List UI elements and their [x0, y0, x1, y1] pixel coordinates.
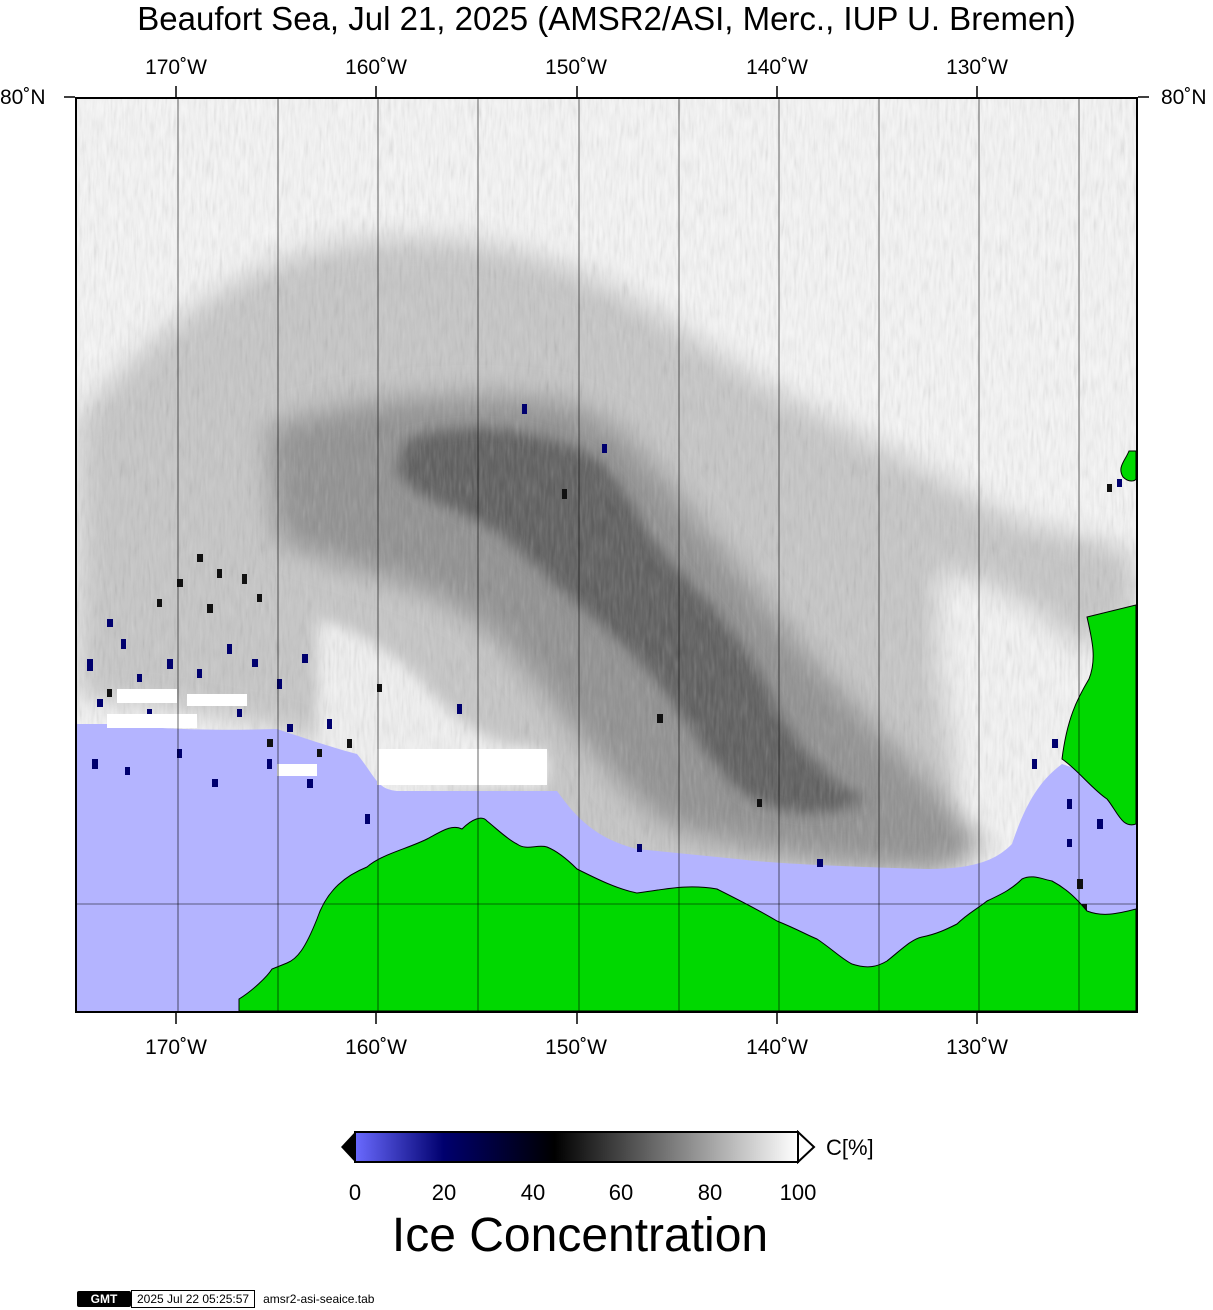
frame-ticks [64, 86, 1149, 1024]
lat-label-right-80n: 80˚N [1161, 86, 1207, 109]
land-prince-patrick-fragment [1120, 450, 1136, 482]
land-alaska [238, 817, 1136, 1011]
lon-label-bottom-160w: 160˚W [345, 1036, 407, 1059]
source-file: amsr2-asi-seaice.tab [263, 1292, 375, 1306]
lon-label-bottom-130w: 130˚W [946, 1036, 1008, 1059]
ice-edge-white-gaps [107, 689, 547, 785]
lon-label-top-160w: 160˚W [345, 56, 407, 79]
map-frame [75, 97, 1138, 1013]
colorbar [341, 1130, 816, 1164]
colorbar-tick-40: 40 [520, 1180, 546, 1205]
colorbar-tick-100: 100 [779, 1180, 817, 1205]
sea-ice-map [77, 99, 1136, 1011]
colorbar-high-arrow [797, 1130, 816, 1164]
colorbar-title: Ice Concentration [391, 1209, 769, 1262]
lon-label-bottom-170w: 170˚W [145, 1036, 207, 1059]
gmt-logo: GMT [77, 1291, 131, 1307]
colorbar-low-arrow [341, 1132, 355, 1162]
ice-edge-speckles [87, 404, 1122, 867]
lon-label-bottom-150w: 150˚W [545, 1036, 607, 1059]
lon-label-bottom-140w: 140˚W [746, 1036, 808, 1059]
lon-label-top-140w: 140˚W [746, 56, 808, 79]
colorbar-tick-60: 60 [608, 1180, 634, 1205]
colorbar-tick-0: 0 [348, 1180, 362, 1205]
lon-label-top-170w: 170˚W [145, 56, 207, 79]
graticule [77, 99, 1136, 1011]
lon-label-top-150w: 150˚W [545, 56, 607, 79]
colorbar-tick-20: 20 [431, 1180, 457, 1205]
map-title: Beaufort Sea, Jul 21, 2025 (AMSR2/ASI, M… [137, 0, 1076, 37]
lon-label-top-130w: 130˚W [946, 56, 1008, 79]
footer: GMT 2025 Jul 22 05:25:57 amsr2-asi-seaic… [77, 1290, 374, 1308]
colorbar-gradient [354, 1131, 799, 1163]
lat-label-left-80n: 80˚N [0, 86, 46, 109]
colorbar-tick-80: 80 [697, 1180, 723, 1205]
land-banks-island [1061, 604, 1136, 826]
timestamp: 2025 Jul 22 05:25:57 [131, 1290, 256, 1308]
colorbar-unit: C[%] [826, 1135, 874, 1160]
